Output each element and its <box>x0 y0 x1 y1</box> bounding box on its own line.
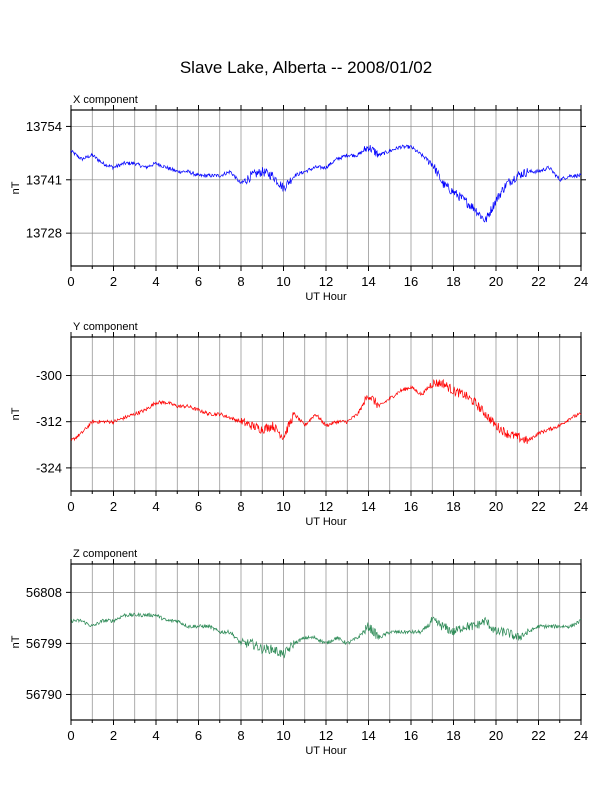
y-tick-label: 56808 <box>26 585 62 600</box>
x-tick-label: 12 <box>319 499 333 514</box>
x-tick-label: 20 <box>489 499 503 514</box>
x-tick-label: 8 <box>237 274 244 289</box>
x-tick-label: 20 <box>489 274 503 289</box>
x-tick-label: 12 <box>319 728 333 743</box>
x-tick-label: 8 <box>237 728 244 743</box>
y-tick-label: 13728 <box>26 226 62 241</box>
x-tick-label: 24 <box>574 274 588 289</box>
x-tick-label: 4 <box>152 499 159 514</box>
series-line <box>70 378 582 444</box>
page-title: Slave Lake, Alberta -- 2008/01/02 <box>179 58 433 77</box>
y-axis-label: nT <box>10 181 22 194</box>
series-line <box>70 144 582 223</box>
x-tick-label: 16 <box>404 274 418 289</box>
y-tick-label: 56790 <box>26 687 62 702</box>
x-tick-label: 16 <box>404 728 418 743</box>
x-tick-label: 12 <box>319 274 333 289</box>
x-tick-label: 2 <box>110 274 117 289</box>
x-tick-label: 4 <box>152 728 159 743</box>
x-tick-label: 2 <box>110 499 117 514</box>
x-tick-label: 22 <box>531 499 545 514</box>
x-tick-label: 0 <box>67 499 74 514</box>
x-tick-label: 4 <box>152 274 159 289</box>
x-tick-label: 16 <box>404 499 418 514</box>
panel-label: Z component <box>73 548 137 560</box>
y-axis-label: nT <box>10 635 22 648</box>
x-tick-label: 2 <box>110 728 117 743</box>
y-axis-label: nT <box>10 407 22 420</box>
x-tick-label: 6 <box>195 499 202 514</box>
y-tick-label: 56799 <box>26 636 62 651</box>
x-tick-label: 22 <box>531 728 545 743</box>
y-tick-label: -324 <box>36 460 62 475</box>
x-axis-label: UT Hour <box>305 745 347 757</box>
x-axis-label: UT Hour <box>305 291 347 303</box>
x-tick-label: 18 <box>446 728 460 743</box>
panel-label: X component <box>73 94 138 106</box>
x-tick-label: 0 <box>67 728 74 743</box>
y-tick-label: 13754 <box>26 119 62 134</box>
y-tick-label: 13741 <box>26 172 62 187</box>
x-tick-label: 14 <box>361 274 375 289</box>
y-tick-label: -312 <box>36 414 62 429</box>
panel-label: Y component <box>73 321 138 333</box>
x-tick-label: 10 <box>276 499 290 514</box>
x-tick-label: 18 <box>446 499 460 514</box>
x-tick-label: 22 <box>531 274 545 289</box>
x-tick-label: 18 <box>446 274 460 289</box>
y-tick-label: -300 <box>36 368 62 383</box>
x-tick-label: 20 <box>489 728 503 743</box>
x-axis-label: UT Hour <box>305 516 347 528</box>
x-tick-label: 6 <box>195 274 202 289</box>
x-tick-label: 14 <box>361 499 375 514</box>
x-tick-label: 8 <box>237 499 244 514</box>
x-tick-label: 6 <box>195 728 202 743</box>
series-line <box>70 612 582 659</box>
x-tick-label: 14 <box>361 728 375 743</box>
x-tick-label: 10 <box>276 728 290 743</box>
x-tick-label: 24 <box>574 499 588 514</box>
x-tick-label: 24 <box>574 728 588 743</box>
x-tick-label: 10 <box>276 274 290 289</box>
x-tick-label: 0 <box>67 274 74 289</box>
